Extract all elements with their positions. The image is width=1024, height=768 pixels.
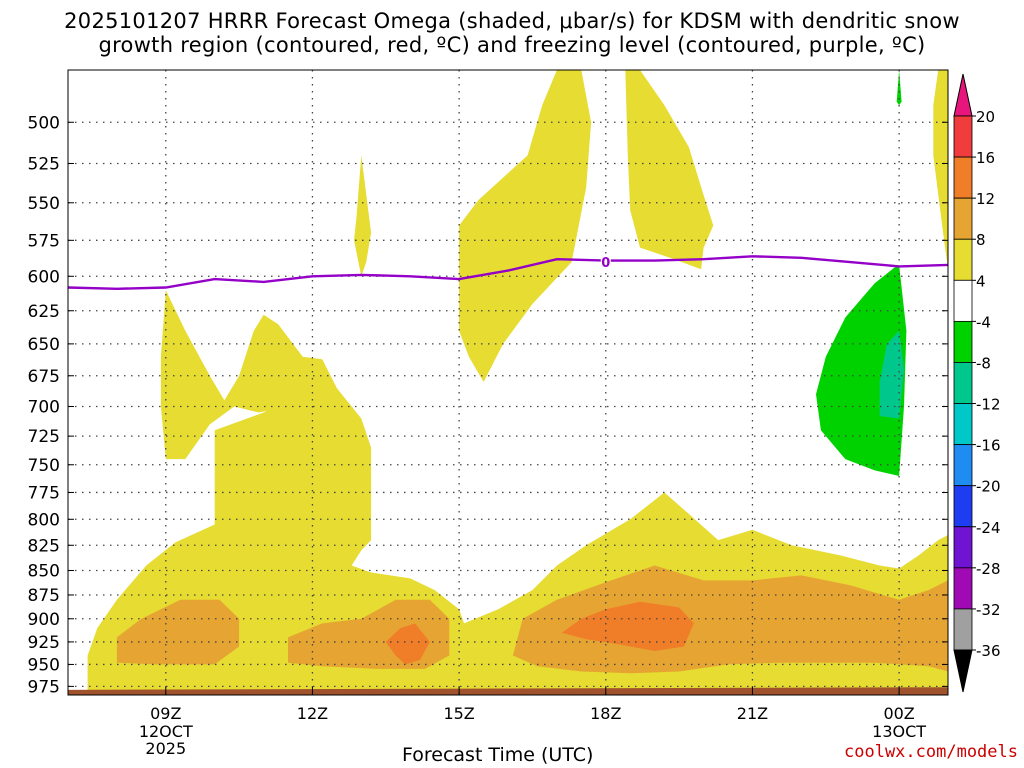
y-tick-label: 725 (28, 427, 60, 447)
y-tick-label: 600 (28, 267, 60, 287)
colorbar-label: -24 (976, 519, 1001, 537)
x-axis-label: Forecast Time (UTC) (402, 744, 594, 766)
colorbar-label: -16 (976, 437, 1001, 455)
y-tick-label: 550 (28, 194, 60, 214)
colorbar-label: -36 (976, 642, 1001, 660)
y-tick-label: 525 (28, 154, 60, 174)
y-tick-label: 775 (28, 483, 60, 503)
omega-region-2 (354, 155, 372, 277)
x-tick-sublabel: 13OCT (872, 722, 926, 741)
omega-region-3 (459, 70, 592, 382)
ground-layer (68, 687, 948, 695)
x-tick-label: 09Z (150, 704, 181, 723)
omega-region-9 (385, 623, 430, 665)
colorbar-bin (953, 526, 973, 569)
y-tick-label: 675 (28, 367, 60, 387)
colorbar-bin (953, 567, 973, 610)
colorbar-arrow-bottom (953, 649, 973, 693)
colorbar-arrow-top (953, 73, 973, 117)
y-tick-label: 925 (28, 633, 60, 653)
omega-region-6 (116, 599, 240, 665)
colorbar-label: -32 (976, 601, 1001, 619)
omega-region-11 (816, 264, 907, 476)
y-axis: 500 525 550 575 600 625 650 675 700 725 750 775 800 8… (28, 113, 948, 697)
omega-region-12 (879, 330, 904, 419)
freezing-level-label-bg (600, 255, 611, 270)
x-tick-sublabel: 2025 (145, 739, 186, 758)
freezing-level-line (67, 255, 949, 291)
chart-title-line-1: 2025101207 HRRR Forecast Omega (shaded, … (64, 9, 960, 33)
x-tick-label: 12Z (297, 704, 328, 723)
y-tick-label: 750 (28, 456, 60, 476)
colorbar-bin (953, 608, 973, 651)
colorbar-label: 16 (976, 149, 995, 167)
colorbar-bin (953, 115, 973, 158)
colorbar-bin (953, 320, 973, 363)
omega-region-13 (896, 70, 902, 106)
y-tick-label: 700 (28, 397, 60, 417)
omega-region-4 (625, 70, 714, 270)
x-tick-label: 18Z (590, 704, 621, 723)
colorbar-bin (953, 279, 973, 322)
colorbar-bin (953, 197, 973, 240)
y-tick-label: 500 (28, 113, 60, 133)
colorbar-label: -8 (976, 354, 991, 372)
colorbar-bin (953, 156, 973, 199)
y-tick-label: 850 (28, 561, 60, 581)
omega-region-5 (933, 70, 948, 270)
y-tick-label: 975 (28, 677, 60, 697)
y-tick-label: 575 (28, 231, 60, 251)
omega-shading (68, 70, 948, 695)
colorbar-label: -12 (976, 396, 1001, 414)
colorbar-label: -4 (976, 313, 991, 331)
colorbar-bin (953, 362, 973, 404)
omega-region-10 (561, 601, 694, 651)
colorbar-label: -28 (976, 560, 1001, 578)
colorbar: 20 16 12 8 4 -4 -8 -12 -16 -20 -24 -28 -32 -36 (953, 73, 1001, 693)
colorbar-label: 4 (976, 272, 986, 290)
freezing-level-label: 0 (601, 256, 610, 271)
colorbar-label: 8 (976, 231, 986, 249)
plot-frame (67, 69, 949, 696)
y-tick-label: 650 (28, 335, 60, 355)
y-tick-label: 900 (28, 610, 60, 630)
omega-region-8 (512, 565, 948, 674)
y-tick-label: 825 (28, 536, 60, 556)
y-tick-label: 875 (28, 586, 60, 606)
colorbar-label: -20 (976, 478, 1001, 496)
omega-region-1 (160, 290, 303, 460)
x-tick-label: 00Z (883, 704, 914, 723)
chart-title-line-2: growth region (contoured, red, ºC) and f… (98, 33, 926, 57)
x-tick-label: 21Z (737, 704, 768, 723)
y-tick-label: 625 (28, 302, 60, 322)
y-tick-label: 800 (28, 510, 60, 530)
site-credit[interactable]: coolwx.com/models (844, 742, 1018, 762)
y-tick-label: 950 (28, 655, 60, 675)
colorbar-bin (953, 444, 973, 487)
x-tick-sublabel: 12OCT (139, 722, 193, 741)
colorbar-label: 12 (976, 190, 995, 208)
colorbar-bin (953, 403, 973, 446)
colorbar-bin (953, 485, 973, 528)
colorbar-bin (953, 238, 973, 281)
colorbar-label: 20 (976, 108, 995, 126)
x-tick-label: 15Z (443, 704, 474, 723)
